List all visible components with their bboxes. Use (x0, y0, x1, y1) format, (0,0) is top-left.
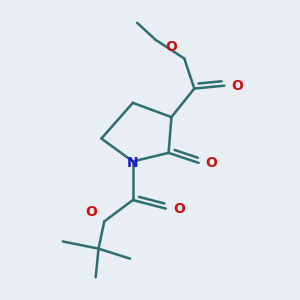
Text: O: O (232, 79, 243, 93)
Text: O: O (173, 202, 185, 216)
Text: O: O (165, 40, 177, 54)
Text: O: O (206, 156, 218, 170)
Text: N: N (127, 156, 139, 170)
Text: O: O (85, 205, 97, 219)
